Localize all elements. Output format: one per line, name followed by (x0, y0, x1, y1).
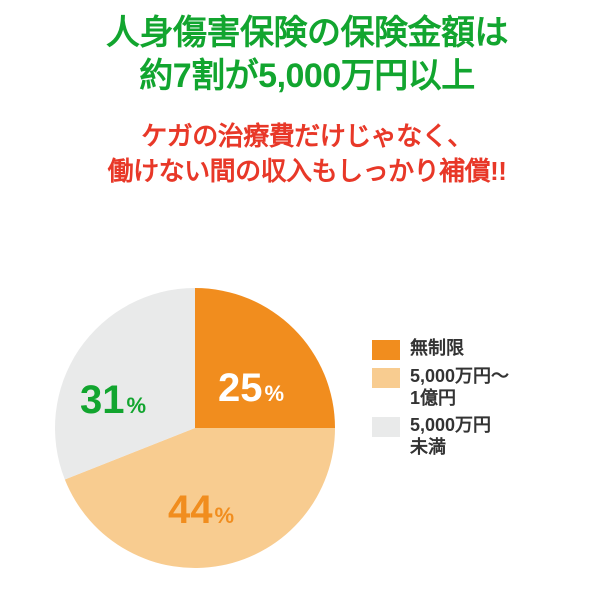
legend-row-1: 5,000万円～ 1億円 (372, 366, 509, 409)
legend-swatch-1 (372, 368, 400, 388)
pie-label-0: 25% (218, 366, 284, 411)
pie-chart (0, 270, 390, 590)
subhead-line1: ケガの治療費だけじゃなく、 (0, 119, 614, 154)
subhead-line2: 働けない間の収入もしっかり補償!! (0, 154, 614, 189)
legend-text-0: 無制限 (410, 338, 464, 360)
legend-row-2: 5,000万円 未満 (372, 415, 509, 458)
pie-label-0-pct: % (265, 381, 285, 406)
legend-swatch-0 (372, 340, 400, 360)
headline-line2: 約7割が5,000万円以上 (0, 55, 614, 98)
pie-label-1-num: 44 (168, 488, 213, 532)
legend-text-2: 5,000万円 未満 (410, 415, 491, 458)
pie-label-0-num: 25 (218, 366, 263, 410)
pie-label-2-pct: % (127, 393, 147, 418)
pie-label-2-num: 31 (80, 378, 125, 422)
legend-text-1: 5,000万円～ 1億円 (410, 366, 509, 409)
headline: 人身傷害保険の保険金額は 約7割が5,000万円以上 (0, 0, 614, 97)
pie-label-2: 31% (80, 378, 146, 423)
pie-label-1: 44% (168, 488, 234, 533)
legend: 無制限 5,000万円～ 1億円 5,000万円 未満 (372, 338, 509, 464)
chart-area: 25% 44% 31% 無制限 5,000万円～ 1億円 5,000万円 未満 (0, 270, 614, 590)
headline-line1: 人身傷害保険の保険金額は (0, 12, 614, 55)
legend-row-0: 無制限 (372, 338, 509, 360)
pie-label-1-pct: % (215, 503, 235, 528)
legend-swatch-2 (372, 417, 400, 437)
subhead: ケガの治療費だけじゃなく、 働けない間の収入もしっかり補償!! (0, 119, 614, 189)
